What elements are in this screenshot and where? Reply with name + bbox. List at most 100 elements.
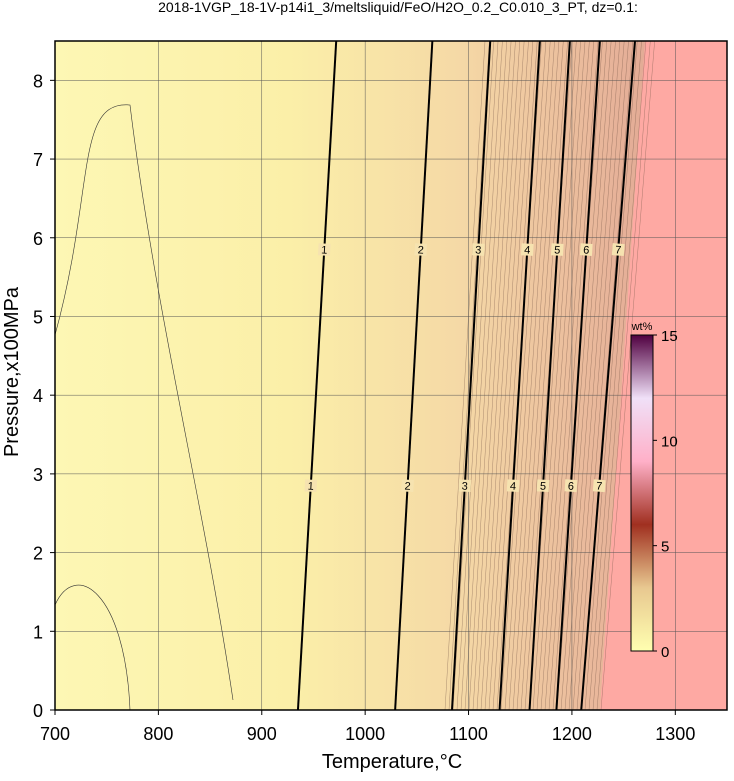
contour-line — [555, 40, 601, 711]
contour-label: 5 — [540, 481, 547, 493]
minor-contour — [484, 40, 529, 711]
colorbar-tick-label: 10 — [661, 433, 678, 450]
colorbar-tick-label: 0 — [661, 644, 669, 661]
minor-contour — [564, 40, 616, 711]
y-tick-label: 7 — [33, 150, 43, 170]
contour-label-bg — [592, 479, 606, 493]
minor-contour — [600, 40, 655, 711]
colorbar-tick-label: 15 — [661, 328, 678, 345]
y-tick-label: 4 — [33, 386, 43, 406]
contour-label-bg — [317, 243, 331, 256]
y-axis-label: Pressure,x100MPa — [1, 286, 23, 457]
minor-contour — [576, 40, 629, 711]
chart-title: 2018-1VGP_18-1V-p14i1_3/meltsliquid/FeO/… — [158, 0, 638, 15]
contour-label-bg — [550, 243, 564, 256]
x-tick-label: 1300 — [655, 724, 695, 744]
minor-contour — [508, 40, 555, 711]
minor-contour — [596, 40, 651, 711]
contour-label: 6 — [583, 244, 590, 256]
minor-contour — [572, 40, 625, 711]
colorbar-tick-label: 5 — [661, 539, 669, 556]
plot-area: 700 800 900 1000 1100 1200 1300 0 1 2 3 4 5 6 7 8 1 1 2 2 3 3… — [33, 40, 728, 744]
minor-contour — [524, 40, 573, 711]
contour-label-bg — [520, 243, 534, 256]
minor-contour — [512, 40, 560, 711]
contour-line — [528, 40, 571, 711]
y-tick-label: 8 — [33, 71, 43, 91]
minor-contour — [472, 40, 516, 711]
contour-line — [394, 40, 434, 711]
y-tick-label: 6 — [33, 229, 43, 249]
minor-contour — [448, 40, 490, 711]
x-axis-label: Temperature,°C — [322, 751, 462, 773]
minor-contour — [464, 40, 507, 711]
minor-contour — [544, 40, 594, 711]
minor-contour — [520, 40, 568, 711]
contour-label: 4 — [524, 244, 531, 256]
minor-contour — [488, 40, 534, 711]
contour-line — [580, 40, 636, 711]
contour-label: 2 — [404, 481, 411, 493]
minor-contour — [452, 40, 494, 711]
contour-label: 3 — [475, 244, 482, 256]
colorbar: wt% 0 5 10 15 — [630, 321, 678, 661]
contour-label-bg — [611, 243, 625, 257]
x-tick-label: 900 — [247, 724, 277, 744]
contour-label-bg — [458, 479, 472, 493]
minor-contour — [592, 40, 647, 711]
contour-label-bg — [536, 479, 550, 493]
y-tick-label: 5 — [33, 307, 43, 327]
minor-contour — [588, 40, 642, 711]
minor-contour — [480, 40, 525, 711]
minor-contour — [540, 40, 590, 711]
contour-label-bg — [579, 243, 593, 256]
minor-contour — [532, 40, 581, 711]
contour-line — [498, 40, 541, 711]
plot-frame — [54, 40, 728, 711]
contour-label: 4 — [510, 481, 517, 493]
contour-label-bg — [414, 243, 428, 256]
minor-contour — [556, 40, 608, 711]
contour-label-bg — [401, 479, 414, 493]
x-tick-label: 800 — [143, 724, 173, 744]
contour-label: 2 — [417, 244, 424, 256]
contour-label-bg — [506, 479, 520, 493]
y-tick-label: 1 — [33, 622, 43, 642]
minor-contour — [536, 40, 586, 711]
minor-contour — [468, 40, 512, 711]
minor-contour — [516, 40, 564, 711]
minor-contour — [476, 40, 521, 711]
contour-label-bg — [304, 479, 318, 493]
minor-contour — [54, 104, 234, 711]
minor-contour — [568, 40, 621, 711]
minor-contour — [500, 40, 547, 711]
colorbar-label: wt% — [631, 321, 653, 333]
contour-label: 1 — [321, 244, 328, 256]
minor-contour — [456, 40, 499, 711]
y-tick-label: 3 — [33, 465, 43, 485]
minor-contour — [504, 40, 551, 711]
x-tick-label: 1000 — [345, 724, 385, 744]
contour-label-bg — [471, 243, 485, 256]
x-tick-label: 1100 — [449, 724, 488, 744]
x-tick-label: 1200 — [552, 724, 592, 744]
minor-contour — [444, 40, 486, 711]
contour-label: 5 — [554, 244, 561, 256]
contour-label-bg — [564, 479, 578, 493]
contour-label: 7 — [596, 480, 603, 492]
colorbar-fill — [630, 334, 654, 652]
contour-label: 7 — [615, 244, 622, 256]
minor-contour — [584, 40, 638, 711]
y-tick-label: 2 — [33, 544, 43, 564]
y-tick-label: 0 — [33, 701, 43, 721]
minor-contour — [492, 40, 538, 711]
x-tick-label: 700 — [40, 724, 70, 744]
minor-contour — [560, 40, 612, 711]
minor-contour — [548, 40, 599, 711]
contour-label: 3 — [461, 481, 468, 493]
contour-line — [296, 40, 338, 711]
contour-label: 1 — [307, 481, 314, 493]
contour-label: 6 — [567, 481, 574, 493]
minor-contour — [460, 40, 503, 711]
